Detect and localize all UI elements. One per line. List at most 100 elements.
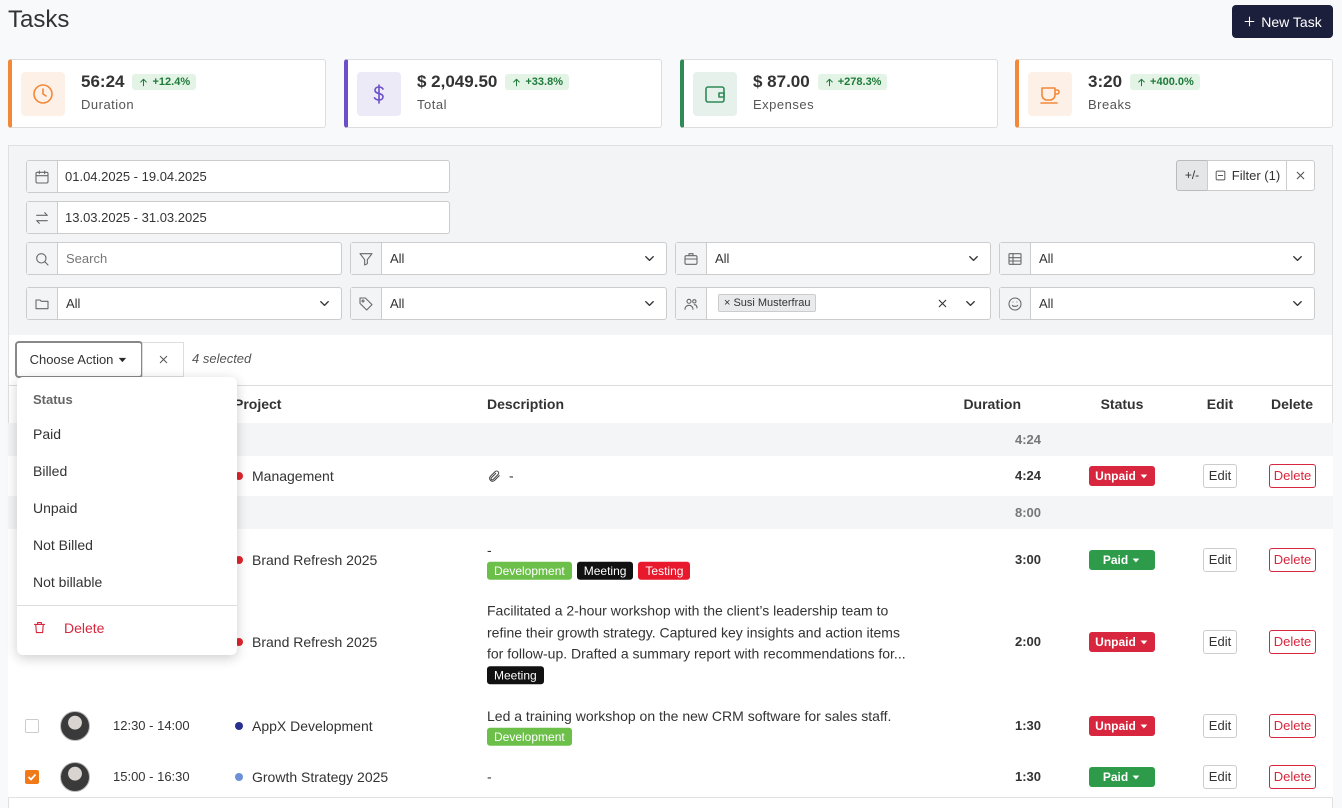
delete-button[interactable]: Delete — [1269, 765, 1316, 789]
select-input[interactable]: All — [675, 242, 991, 275]
delete-button[interactable]: Delete — [1269, 713, 1316, 738]
selection-count: 4 selected — [192, 351, 252, 366]
group-total: 4:24 — [1014, 431, 1041, 447]
compare-range-input[interactable]: 13.03.2025 - 31.03.2025 — [26, 201, 450, 234]
filter-button[interactable]: Filter (1) — [1207, 160, 1287, 191]
clear-selection-button[interactable] — [142, 342, 184, 377]
status-badge[interactable]: Paid — [1089, 549, 1155, 570]
select-input[interactable]: All — [999, 287, 1315, 320]
dropdown-item[interactable]: Unpaid — [33, 500, 78, 516]
icon-shape — [825, 78, 833, 86]
field-icon-cell — [27, 161, 58, 192]
choose-action-button[interactable]: Choose Action — [15, 341, 143, 378]
delete-button[interactable]: Delete — [1269, 547, 1316, 572]
edit-button[interactable]: Edit — [1203, 464, 1237, 488]
status-badge[interactable]: Unpaid — [1089, 632, 1155, 652]
icon-shape — [36, 252, 47, 264]
icon-shape — [1293, 256, 1302, 261]
description-line: - — [487, 766, 912, 788]
new-task-button[interactable]: New Task — [1232, 5, 1333, 38]
icon — [966, 251, 981, 266]
icon — [1294, 169, 1307, 182]
description: - — [487, 766, 912, 788]
status-text: Paid — [1102, 552, 1129, 567]
tag-list: Development — [487, 727, 912, 746]
description-text: - — [487, 768, 492, 785]
dropdown-item[interactable]: Billed — [33, 463, 68, 479]
icon-shape — [33, 84, 53, 104]
edit-button[interactable]: Edit — [1203, 630, 1237, 654]
icon-shape — [1140, 640, 1147, 645]
icon-shape — [35, 169, 49, 184]
dropdown-delete[interactable]: Delete — [64, 620, 105, 636]
icon — [683, 251, 699, 267]
user-chip[interactable]: × Susi Musterfrau — [718, 294, 817, 312]
stat-icon-box — [1028, 72, 1072, 116]
column-header: Edit — [1206, 396, 1234, 412]
tag-list: Meeting — [487, 665, 912, 684]
select-value: All — [390, 251, 405, 266]
column-header: Description — [487, 396, 565, 412]
icon — [1007, 251, 1023, 267]
description: - — [487, 465, 912, 487]
chip-remove: × — [724, 297, 731, 309]
edit-button[interactable]: Edit — [1203, 547, 1237, 572]
icon-shape — [35, 171, 49, 184]
status-badge[interactable]: Paid — [1089, 767, 1155, 787]
toggle-button[interactable]: +/- — [1176, 160, 1208, 191]
date-range-input[interactable]: 01.04.2025 - 19.04.2025 — [26, 160, 450, 193]
icon-shape — [42, 88, 47, 97]
duration: 2:00 — [1014, 634, 1041, 649]
icon — [642, 251, 657, 266]
icon-shape — [44, 260, 49, 266]
icon-shape — [1215, 170, 1226, 181]
field-icon-cell — [27, 202, 58, 233]
select-input[interactable]: All — [350, 242, 667, 275]
icon-shape — [1133, 558, 1140, 562]
dropdown-item[interactable]: Not Billed — [33, 537, 93, 553]
stat-value: $ 2,049.50 — [417, 72, 498, 91]
tag-list: Development Meeting Testing — [487, 561, 912, 580]
search-placeholder: Search — [66, 251, 108, 266]
delete-button[interactable]: Delete — [1269, 630, 1316, 654]
icon-shape — [359, 296, 373, 311]
status-badge[interactable]: Unpaid — [1089, 466, 1155, 486]
description-line: Led a training workshop on the new CRM s… — [487, 705, 912, 727]
icon — [936, 297, 949, 310]
edit-button[interactable]: Edit — [1203, 713, 1237, 738]
dropdown-item[interactable]: Paid — [33, 426, 62, 442]
field-icon-cell — [27, 243, 58, 274]
field-icon-cell — [27, 288, 58, 319]
icon-shape — [1133, 775, 1140, 780]
icon — [642, 296, 657, 311]
icon-shape — [686, 298, 692, 304]
status-badge[interactable]: Unpaid — [1089, 715, 1155, 736]
clear-filter-button[interactable] — [1286, 160, 1315, 191]
delete-button[interactable]: Delete — [1269, 464, 1316, 488]
field-icon-cell — [676, 288, 707, 319]
icon-shape — [373, 84, 384, 104]
attachment-icon — [487, 469, 501, 483]
avatar — [60, 710, 90, 741]
user-select[interactable]: × Susi Musterfrau — [675, 287, 991, 320]
icon-shape — [1011, 300, 1019, 307]
duration: 4:24 — [1014, 468, 1041, 483]
icon — [32, 620, 47, 635]
icon-shape — [489, 470, 500, 482]
icon-shape — [1293, 301, 1302, 306]
icon — [511, 77, 522, 88]
search-input[interactable]: Search — [26, 242, 342, 275]
icon — [1139, 721, 1149, 731]
icon-shape — [1138, 78, 1145, 86]
field-icon-cell — [1000, 288, 1031, 319]
row-checkbox[interactable] — [25, 718, 39, 733]
select-input[interactable]: All — [999, 242, 1315, 275]
icon-shape — [119, 357, 127, 363]
select-input[interactable]: All — [350, 287, 667, 320]
dropdown-item[interactable]: Not billable — [33, 574, 103, 590]
icon-shape — [35, 298, 49, 309]
tag: Development — [487, 727, 572, 746]
edit-button[interactable]: Edit — [1203, 765, 1237, 789]
row-checkbox[interactable] — [25, 770, 39, 784]
select-input[interactable]: All — [26, 287, 342, 320]
